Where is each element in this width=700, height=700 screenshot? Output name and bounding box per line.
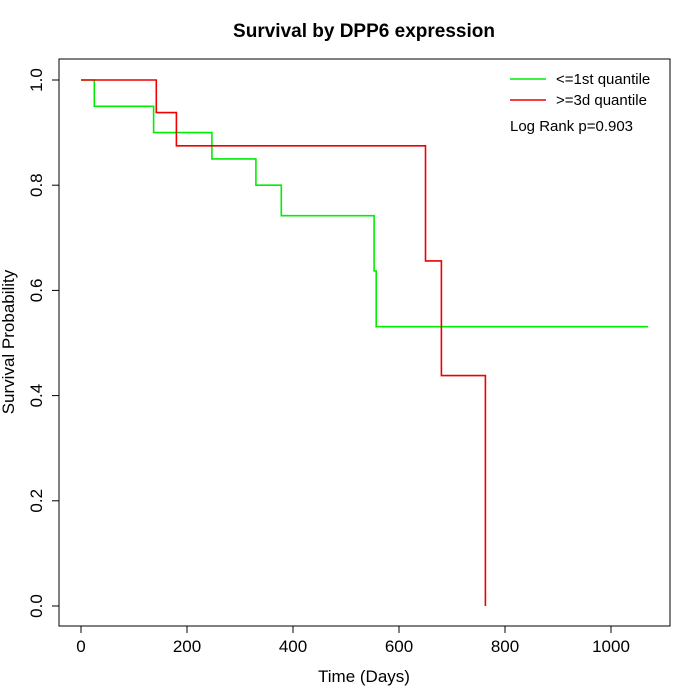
y-axis-label: Survival Probability — [0, 269, 18, 414]
x-tick-label: 0 — [76, 637, 85, 656]
y-tick-label: 0.0 — [27, 594, 46, 618]
y-tick-label: 1.0 — [27, 68, 46, 92]
x-axis: 0 200 400 600 800 1000 — [76, 625, 630, 656]
y-axis: 0.0 0.2 0.4 0.6 0.8 1.0 — [27, 68, 60, 618]
x-axis-label: Time (Days) — [318, 667, 410, 686]
x-tick-label: 400 — [279, 637, 307, 656]
legend-label-low: <=1st quantile — [556, 71, 650, 88]
chart-title: Survival by DPP6 expression — [233, 21, 495, 42]
y-tick-label: 0.6 — [27, 279, 46, 303]
x-tick-label: 600 — [385, 637, 413, 656]
x-tick-label: 800 — [491, 637, 519, 656]
log-rank-annotation: Log Rank p=0.903 — [510, 118, 633, 135]
y-tick-label: 0.8 — [27, 173, 46, 197]
series-line-low-quantile — [81, 79, 649, 328]
plot-border — [58, 58, 671, 627]
y-tick-label: 0.2 — [27, 489, 46, 513]
x-tick-label: 1000 — [592, 637, 630, 656]
legend: <=1st quantile >=3d quantile — [510, 71, 650, 109]
legend-label-high: >=3d quantile — [556, 92, 647, 109]
x-tick-label: 200 — [173, 637, 201, 656]
series-line-high-quantile — [81, 79, 487, 606]
y-tick-label: 0.4 — [27, 384, 46, 408]
series-layer — [81, 79, 649, 606]
